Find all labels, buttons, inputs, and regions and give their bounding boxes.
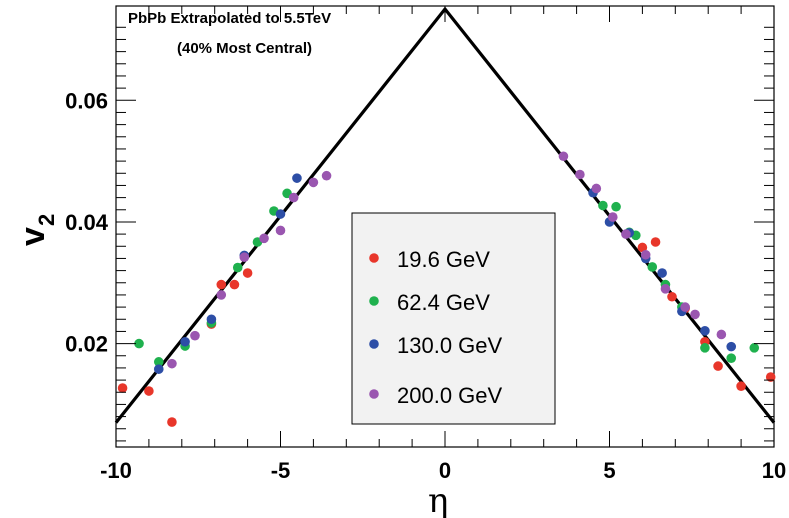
y-axis-label-subscript: 2 [34,214,59,226]
y-tick-label: 0.02 [65,332,108,357]
data-point-series-2 [700,343,710,353]
data-point-series-1 [637,242,648,253]
data-point-series-4 [167,358,177,369]
data-point-series-4 [716,329,727,340]
data-point-series-3 [657,268,667,278]
y-axis-label: v [14,227,52,246]
y-axis-label-group: v 2 [14,214,59,246]
data-point-series-4 [660,284,671,294]
data-point-series-1 [167,417,177,427]
legend-marker [369,339,379,349]
data-point-series-1 [713,361,723,371]
data-point-series-4 [259,233,269,244]
data-point-series-4 [321,170,332,181]
legend-marker [369,296,379,306]
data-point-series-1 [229,279,240,290]
data-point-series-3 [292,173,302,183]
data-point-series-4 [288,192,299,203]
data-point-series-2 [153,357,164,367]
data-point-series-2 [232,262,243,273]
data-point-series-2 [134,338,144,349]
data-point-series-1 [117,383,128,393]
legend-box [351,212,556,425]
axis-ticks-layer: -10 -5 0 5 10 0.02 0.04 0.06 [65,6,786,483]
data-point-series-3 [726,341,737,352]
data-point-series-2 [749,343,760,353]
data-point-series-4 [239,252,250,263]
y-tick-label: 0.06 [65,88,108,113]
legend-marker [369,253,379,263]
data-point-series-2 [611,201,621,212]
legend-label: 200.0 GeV [397,383,503,408]
x-tick-label: -10 [100,458,132,483]
data-point-series-1 [667,291,677,302]
y-tick-label: 0.04 [65,210,109,235]
legend-label: 62.4 GeV [397,290,490,315]
data-point-series-4 [680,302,690,312]
data-point-series-1 [216,279,227,290]
data-point-series-4 [558,151,569,162]
data-point-series-4 [216,290,227,300]
data-point-series-1 [650,237,661,247]
x-tick-label: -5 [271,458,291,483]
data-point-series-3 [700,326,710,336]
data-point-series-3 [275,209,286,219]
data-point-series-1 [736,381,746,391]
data-point-series-4 [640,249,651,260]
data-points-layer [117,151,776,427]
x-tick-label: 10 [762,458,786,483]
data-point-series-3 [206,314,217,325]
data-point-series-4 [690,309,700,320]
data-point-series-1 [242,268,253,278]
data-point-series-3 [153,364,164,374]
data-point-series-4 [591,183,602,194]
x-axis-label: η [428,481,448,518]
data-point-series-2 [598,200,608,211]
data-point-series-1 [144,386,154,396]
chart-subtitle: (40% Most Central) [177,40,312,57]
data-point-series-2 [726,353,737,363]
x-tick-label: 0 [439,458,451,483]
data-point-series-1 [765,372,776,382]
data-point-series-4 [575,169,585,180]
x-tick-label: 5 [603,458,615,483]
data-point-series-2 [647,262,658,272]
legend-label: 19.6 GeV [397,247,490,272]
data-point-series-4 [190,330,200,341]
data-point-series-4 [607,212,618,222]
data-point-series-4 [308,177,319,188]
chart-title: PbPb Extrapolated to 5.5TeV [128,10,331,27]
legend: 19.6 GeV 62.4 GeV 130.0 GeV 200.0 GeV [351,212,556,425]
legend-marker [369,389,379,399]
data-point-series-4 [621,229,631,239]
legend-label: 130.0 GeV [397,333,503,358]
data-point-series-3 [180,336,190,347]
data-point-series-4 [275,225,286,236]
